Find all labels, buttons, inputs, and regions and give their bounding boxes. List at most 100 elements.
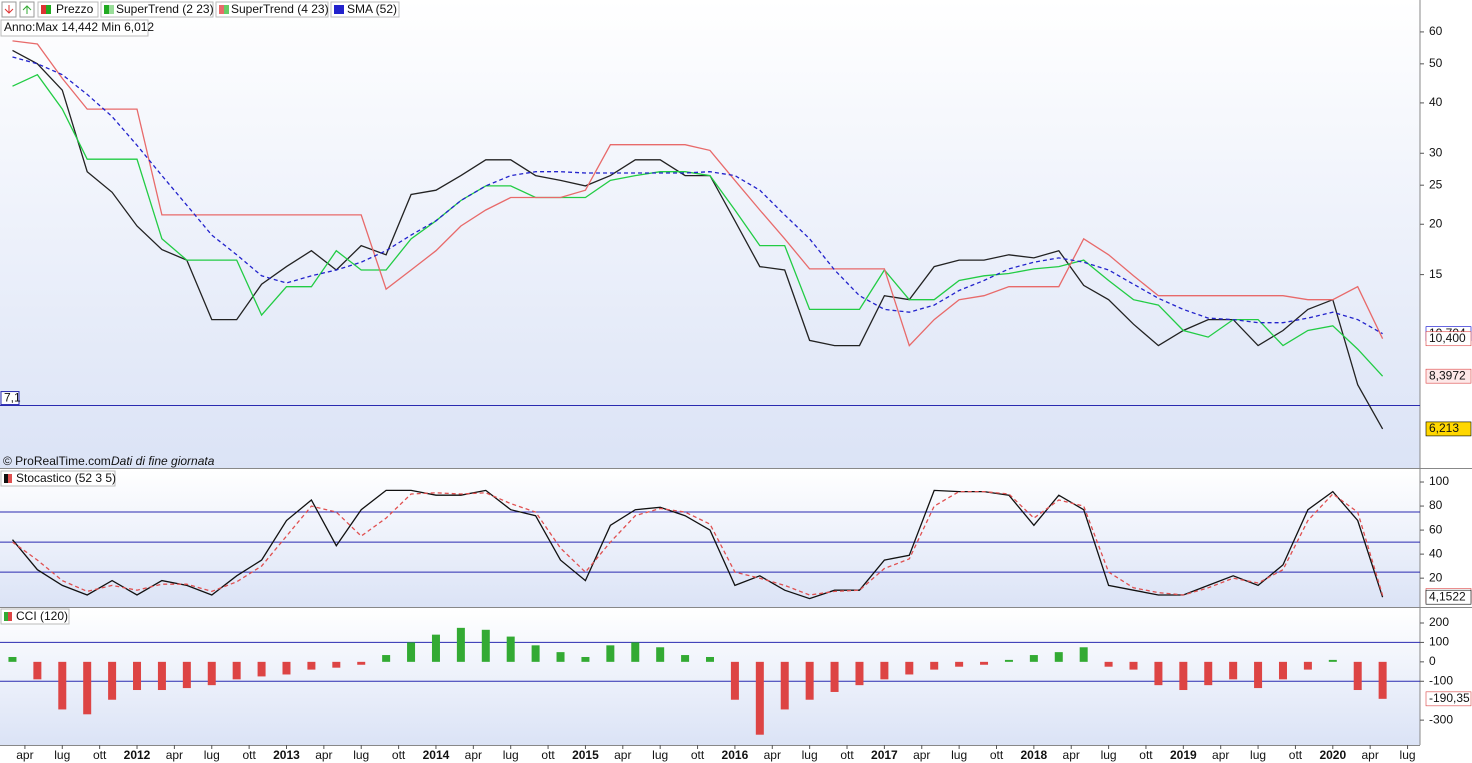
y-tick-label: -100 [1429,673,1453,687]
bar [1179,661,1188,691]
last-value-label: -190,35 [1429,691,1470,705]
series-line [12,49,1384,430]
series-line [12,73,1384,377]
bar [980,661,989,665]
x-tick-label: 2019 [1170,748,1197,762]
x-tick-label: 2020 [1319,748,1346,762]
x-tick-label: lug [1101,748,1117,762]
x-tick-label: lug [204,748,220,762]
x-tick-label: apr [16,748,33,762]
bar [506,636,515,662]
y-tick-label: 20 [1429,570,1443,584]
x-tick-label: apr [166,748,183,762]
bar [706,656,714,662]
legend-swatch [4,474,8,483]
y-tick-label: 0 [1429,654,1436,668]
bar [855,661,864,686]
source: © ProRealTime.com [3,454,111,468]
x-tick-label: apr [1362,748,1379,762]
y-tick-label: 50 [1429,56,1443,70]
bar [955,661,964,667]
bar [207,661,216,686]
bar [182,661,191,689]
bar [1328,659,1337,662]
legend-item[interactable] [215,1,329,18]
y-tick-label: 20 [1429,216,1443,230]
x-tick-label: ott [990,748,1004,762]
y-tick-label: 15 [1429,267,1443,281]
bar [456,627,465,662]
y-tick-label: 60 [1429,24,1443,38]
last-value-box [1425,368,1472,384]
legend-label: SuperTrend (2 23) [116,2,214,16]
down-icon [4,5,14,14]
x-tick-label: apr [1212,748,1229,762]
x-tick-label: ott [392,748,406,762]
stoch-panel [0,470,1420,607]
bar [157,661,166,691]
y-tick-label: 100 [1429,635,1449,649]
x-tick-label: lug [1400,748,1416,762]
bar [1303,661,1312,670]
bar [1104,661,1113,667]
legend-item[interactable] [100,1,214,18]
bar [382,655,391,662]
x-tick-label: apr [315,748,332,762]
legend-label: SMA (52) [347,2,397,16]
x-tick-label: ott [93,748,107,762]
annotation: Anno:Max 14,442 Min 6,012 [4,20,154,34]
panel-title-box[interactable] [0,608,70,625]
bar [1254,661,1263,689]
x-tick-label: ott [541,748,555,762]
series-line [12,56,1383,335]
bar [830,661,839,692]
x-tick-label: lug [353,748,369,762]
legend-item[interactable] [330,1,400,18]
bar [1054,652,1063,662]
h-line-label-box [0,391,20,406]
panel-title-box[interactable] [0,470,116,487]
bar [930,661,939,670]
bar [481,629,490,662]
x-tick-label: 2012 [124,748,151,762]
bar [133,661,142,691]
y-tick-label: 100 [1429,474,1449,488]
price-panel [0,0,1420,468]
annotation-box [0,19,149,37]
last-value-label: 6,213 [1429,421,1459,435]
bar [1029,655,1038,662]
x-tick-label: apr [1063,748,1080,762]
bar [431,634,440,662]
x-tick-label: 2016 [722,748,749,762]
x-tick-label: apr [614,748,631,762]
last-value-box [1425,691,1472,707]
bar [755,661,764,735]
series-line [11,489,1384,600]
x-tick-label: lug [54,748,70,762]
legend-swatch [334,5,344,14]
panel-title: CCI (120) [16,609,68,623]
x-tick-label: lug [802,748,818,762]
bar [880,661,889,680]
bar [1204,661,1213,686]
bar [606,645,615,662]
x-tick-label: lug [1250,748,1266,762]
x-tick-label: lug [951,748,967,762]
legend-item[interactable] [37,1,99,18]
bar [805,661,814,700]
x-tick-label: apr [465,748,482,762]
x-tick-label: ott [1139,748,1153,762]
bar [357,661,366,665]
legend-swatch [46,5,51,14]
legend-swatch [109,5,114,14]
bar [631,642,640,662]
y-tick-label: 80 [1429,498,1443,512]
bar [257,661,266,677]
x-tick-label: ott [691,748,705,762]
y-tick-label: 200 [1429,615,1449,629]
bar [1004,659,1013,662]
bar [681,655,690,662]
bar [407,642,416,662]
legend-swatch [8,474,12,483]
last-value-label: 4,1522 [1429,589,1466,603]
